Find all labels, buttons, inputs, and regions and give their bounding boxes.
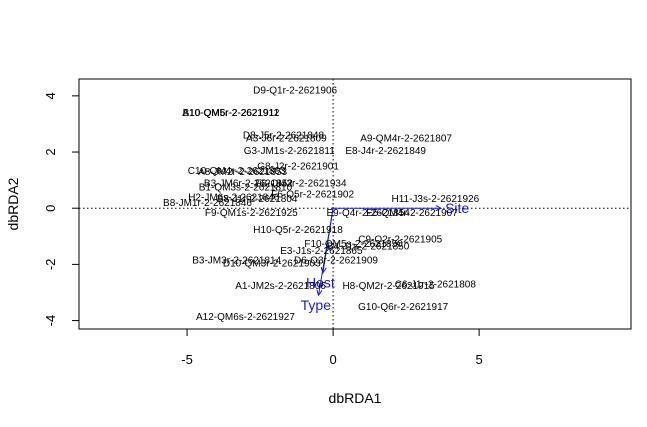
x-axis-title: dbRDA1 bbox=[329, 390, 382, 406]
site-label: D9-Q1r-2-2621906 bbox=[253, 86, 337, 97]
x-tick-label: 5 bbox=[476, 352, 483, 367]
site-label: B3-JM3r-2-2621814 bbox=[192, 256, 281, 267]
y-tick-label: -4 bbox=[43, 315, 58, 327]
site-label: G8-J2r-2-2621901 bbox=[257, 162, 339, 173]
x-tick-label: 0 bbox=[329, 352, 336, 367]
site-label: E3-J1s-2-2621865 bbox=[280, 246, 363, 257]
site-label: D8-J5r-2-2621848 bbox=[243, 131, 325, 142]
vector-arrow-head bbox=[435, 205, 443, 212]
site-label: C9-Q2r-2-2621905 bbox=[358, 235, 442, 246]
site-label: C6-J1r-2-2621808 bbox=[395, 280, 477, 291]
y-tick-label: 2 bbox=[43, 148, 58, 155]
constraint-vectors: SiteHostType bbox=[301, 200, 470, 313]
y-tick-label: -2 bbox=[43, 259, 58, 271]
site-label: E9-Q4r-2-2621854 bbox=[326, 208, 410, 219]
site-label: B1-QM3s-2-2621810 bbox=[199, 183, 293, 194]
site-label: F8-QM3r-2-2621934 bbox=[255, 178, 347, 189]
site-label: G10-Q6r-2-2621917 bbox=[358, 302, 448, 313]
y-axis: -4 -2 0 2 4 bbox=[43, 92, 80, 327]
site-label: C10-QM4r-2-2621803 bbox=[188, 166, 286, 177]
site-label: B10-QM6r-2-2621911 bbox=[183, 108, 280, 119]
vector-type: Type bbox=[301, 208, 334, 313]
site-label: A3-J6r-2-2621809 bbox=[246, 133, 327, 144]
vector-arrow-head bbox=[320, 266, 327, 274]
y-axis-title: dbRDA2 bbox=[5, 177, 21, 230]
x-tick-label: -5 bbox=[181, 352, 193, 367]
vector-arrow-head bbox=[316, 289, 323, 297]
site-label: B3-JM6r-2-2621852 bbox=[204, 178, 293, 189]
site-label: A10-QM5r-2-2621912 bbox=[182, 108, 280, 119]
site-label: D6-Q3r-2-2621909 bbox=[294, 256, 378, 267]
site-label: B4-J1s-2-2621850 bbox=[327, 242, 410, 253]
vector-site: Site bbox=[333, 200, 469, 216]
site-label: F6-Q5r-2-2621902 bbox=[271, 190, 354, 201]
y-tick-label: 0 bbox=[43, 205, 58, 212]
site-label: B8-J1r-2-2621804 bbox=[217, 194, 298, 205]
site-label: F9-QM1s-2-2621925 bbox=[205, 208, 298, 219]
vector-label: Site bbox=[445, 200, 469, 216]
site-label: G3-JM1s-2-2621811 bbox=[244, 146, 335, 157]
site-label: B8-JM1r-2-2621846 bbox=[163, 198, 252, 209]
site-label: A9-QM4r-2-2621807 bbox=[360, 133, 452, 144]
site-labels: D9-Q1r-2-2621906 B10-QM6r-2-2621911A10-QM… bbox=[163, 86, 480, 323]
site-label: E5-QM4r-2-2621907 bbox=[366, 208, 458, 219]
vector-label: Type bbox=[301, 297, 332, 313]
site-label: E8-J4r-2-2621849 bbox=[345, 146, 426, 157]
y-tick-label: 4 bbox=[43, 92, 58, 99]
x-axis: -5 0 5 bbox=[181, 328, 483, 367]
site-label: A1-JM2s-2-2621806 bbox=[235, 281, 326, 292]
site-label: H2-JM6s-2-2621846 bbox=[188, 192, 280, 203]
vector-arrow-line bbox=[317, 208, 334, 296]
site-label: A12-QM6s-2-2621927 bbox=[196, 312, 295, 323]
site-label: H8-QM2r-2-2621915 bbox=[342, 281, 435, 292]
site-label: A8-JM2r-2-2621853 bbox=[198, 167, 287, 178]
site-label: D10-QM3r-2-2621903 bbox=[223, 258, 321, 269]
site-label: H10-Q5r-2-2621918 bbox=[253, 225, 343, 236]
site-label: H11-J3s-2-2621926 bbox=[391, 194, 479, 205]
site-label: F10-QM5s-2-2621850 bbox=[304, 239, 403, 250]
